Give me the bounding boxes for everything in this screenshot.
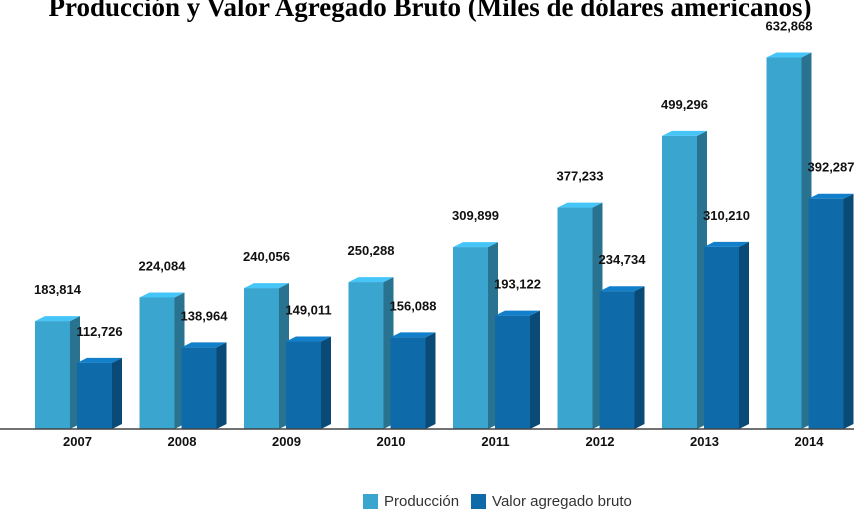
legend-label-produccion: Producción: [384, 492, 460, 510]
legend-item-produccion: Producción: [363, 493, 459, 510]
bar-front: [662, 135, 697, 429]
bar-top: [495, 310, 540, 316]
bar-front: [390, 337, 426, 429]
x-tick-2007: 2007: [63, 434, 92, 449]
bar-front: [77, 362, 112, 429]
legend: Producción Valor agregado bruto: [363, 492, 644, 510]
bar-valor-agregado-2008: [181, 342, 227, 429]
bar-side: [634, 286, 645, 429]
x-tick-2008: 2008: [168, 434, 197, 449]
bar-produccion-2012: [557, 202, 603, 429]
bar-side: [112, 357, 122, 429]
data-label-produccion-2011: 309,899: [452, 208, 499, 223]
bar-produccion-2010: [348, 277, 394, 429]
data-label-produccion-2014: 632,868: [766, 19, 813, 34]
data-label-produccion-2007: 183,814: [34, 282, 82, 297]
bar-top: [390, 332, 436, 338]
data-label-produccion-2013: 499,296: [661, 97, 708, 112]
bar-produccion-2009: [244, 283, 289, 429]
bar-top: [453, 242, 498, 248]
bar-front: [704, 246, 739, 429]
bar-top: [808, 193, 854, 199]
legend-swatch-produccion: [363, 493, 378, 509]
bar-valor-agregado-2010: [390, 332, 436, 429]
data-label-valor-agregado-2013: 310,210: [703, 208, 750, 223]
bar-top: [599, 286, 645, 292]
bar-front: [244, 288, 279, 429]
bar-side: [530, 310, 540, 429]
bar-produccion-2014: [766, 52, 812, 430]
bar-side: [843, 193, 854, 429]
bar-produccion-2008: [139, 292, 185, 429]
data-label-valor-agregado-2009: 149,011: [285, 303, 331, 318]
data-label-valor-agregado-2008: 138,964: [181, 308, 229, 323]
data-label-produccion-2008: 224,084: [139, 258, 187, 273]
bar-side: [321, 336, 331, 429]
x-tick-2013: 2013: [690, 434, 719, 449]
x-tick-2012: 2012: [586, 434, 615, 449]
data-label-valor-agregado-2012: 234,734: [599, 252, 647, 267]
bar-produccion-2011: [453, 242, 498, 429]
bar-front: [808, 198, 844, 429]
bar-front: [766, 57, 802, 430]
bar-top: [139, 292, 185, 298]
x-tick-2011: 2011: [481, 434, 509, 449]
bar-front: [599, 291, 635, 429]
bar-top: [557, 202, 603, 208]
chart-title: Producción y Valor Agregado Bruto (Miles…: [48, 0, 812, 22]
x-tick-2014: 2014: [795, 434, 825, 449]
bar-valor-agregado-2013: [704, 241, 749, 429]
bar-front: [35, 321, 70, 429]
bar-side: [739, 241, 749, 429]
legend-item-valor-agregado: Valor agregado bruto: [471, 493, 632, 510]
bar-top: [286, 336, 331, 342]
bar-top: [244, 283, 289, 289]
bar-top: [77, 357, 122, 363]
x-tick-2009: 2009: [272, 434, 301, 449]
data-label-valor-agregado-2014: 392,287: [808, 160, 854, 175]
bar-side: [216, 342, 227, 429]
bar-top: [181, 342, 227, 348]
data-label-valor-agregado-2011: 193,122: [494, 277, 541, 292]
bar-front: [495, 315, 530, 429]
bar-produccion-2013: [662, 130, 707, 429]
bar-valor-agregado-2007: [77, 357, 122, 429]
bar-front: [348, 282, 384, 429]
bar-top: [35, 316, 80, 322]
bars-group: [35, 52, 854, 430]
data-label-produccion-2010: 250,288: [348, 243, 395, 258]
bar-top: [662, 130, 707, 136]
bar-valor-agregado-2012: [599, 286, 645, 429]
x-tick-labels: 2007 2008 2009 2010 2011 2012 2013 2014: [63, 434, 824, 449]
legend-swatch-valor-agregado: [471, 493, 487, 509]
data-label-produccion-2009: 240,056: [243, 249, 290, 264]
x-tick-2010: 2010: [377, 434, 406, 449]
bar-side: [425, 332, 436, 429]
bar-top: [704, 241, 749, 247]
bar-front: [181, 347, 217, 429]
bar-top: [348, 277, 394, 283]
bar-valor-agregado-2011: [495, 310, 540, 429]
data-labels: 183,814 112,726 224,084 138,964 240,056 149,0…: [34, 19, 854, 339]
bar-front: [286, 341, 321, 429]
data-label-valor-agregado-2010: 156,088: [390, 298, 437, 313]
bar-front: [139, 297, 175, 429]
bar-produccion-2007: [35, 316, 80, 429]
bar-top: [766, 52, 812, 58]
bar-valor-agregado-2014: [808, 193, 854, 429]
bar-valor-agregado-2009: [286, 336, 331, 429]
bar-front: [557, 207, 593, 429]
bar-front: [453, 247, 488, 429]
data-label-produccion-2012: 377,233: [557, 169, 604, 184]
legend-label-valor-agregado: Valor agregado bruto: [492, 492, 632, 510]
data-label-valor-agregado-2007: 112,726: [76, 324, 122, 339]
